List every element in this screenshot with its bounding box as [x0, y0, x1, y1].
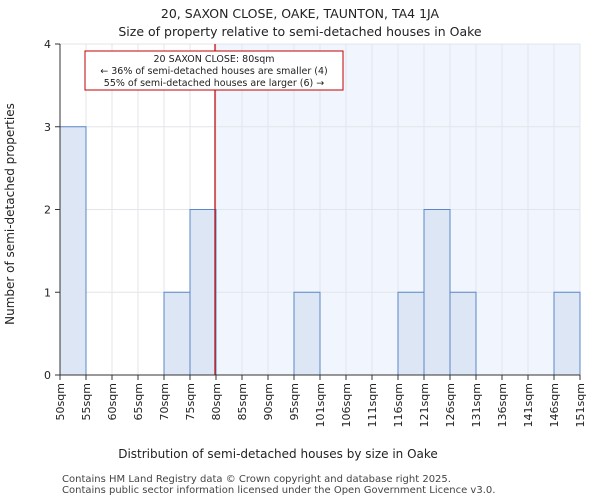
x-tick-label: 141sqm	[522, 383, 535, 427]
chart-title: 20, SAXON CLOSE, OAKE, TAUNTON, TA4 1JA	[160, 6, 440, 21]
x-tick-label: 95sqm	[288, 383, 301, 420]
x-tick-label: 151sqm	[574, 383, 587, 427]
x-axis-label: Distribution of semi-detached houses by …	[118, 447, 438, 461]
bar	[293, 291, 321, 376]
y-axis-label: Number of semi-detached properties	[3, 103, 17, 325]
x-tick-label: 101sqm	[314, 383, 327, 427]
x-tick-label: 116sqm	[392, 383, 405, 427]
y-tick-label: 2	[44, 204, 51, 217]
plot-area: 0 1 2 3 4 50sqm 55sqm 60sqm 65sqm 70sqm 75sqm 80sqm…	[44, 38, 587, 427]
x-tick-label: 55sqm	[80, 383, 93, 420]
y-tick-label: 1	[44, 286, 51, 299]
x-tick-label: 65sqm	[132, 383, 145, 420]
x-tick-label: 90sqm	[262, 383, 275, 420]
x-tick-label: 131sqm	[470, 383, 483, 427]
y-tick-label: 3	[44, 121, 51, 134]
bar	[189, 209, 217, 376]
x-tick-label: 85sqm	[236, 383, 249, 420]
x-tick-label: 136sqm	[496, 383, 509, 427]
x-tick-label: 106sqm	[340, 383, 353, 427]
bar	[59, 126, 87, 376]
annotation-line-3: 55% of semi-detached houses are larger (…	[104, 78, 324, 89]
bar	[397, 291, 425, 376]
annotation-line-1: 20 SAXON CLOSE: 80sqm	[154, 54, 275, 65]
annotation-box: 20 SAXON CLOSE: 80sqm ← 36% of semi-deta…	[84, 50, 344, 91]
chart-subtitle: Size of property relative to semi-detach…	[118, 24, 482, 39]
x-tick-label: 50sqm	[54, 383, 67, 420]
annotation-frame	[84, 50, 344, 91]
x-tick-label: 80sqm	[210, 383, 223, 420]
bar	[449, 291, 477, 376]
annotation-line-2: ← 36% of semi-detached houses are smalle…	[100, 66, 328, 77]
bar	[423, 209, 451, 376]
x-tick-label: 75sqm	[184, 383, 197, 420]
x-tick-label: 126sqm	[444, 383, 457, 427]
x-tick-label: 111sqm	[366, 383, 379, 427]
x-tick-label: 70sqm	[158, 383, 171, 420]
bar	[163, 291, 191, 376]
footer-line-1: Contains HM Land Registry data © Crown c…	[62, 474, 451, 485]
x-tick-label: 146sqm	[548, 383, 561, 427]
footer-line-2: Contains public sector information licen…	[62, 485, 496, 496]
histogram-chart: 0 1 2 3 4 50sqm 55sqm 60sqm 65sqm 70sqm 75sqm 80sqm…	[3, 38, 587, 461]
x-tick-label: 121sqm	[418, 383, 431, 427]
x-tick-label: 60sqm	[106, 383, 119, 420]
y-tick-label: 0	[44, 369, 51, 382]
bar	[553, 291, 581, 376]
y-tick-label: 4	[44, 38, 51, 51]
